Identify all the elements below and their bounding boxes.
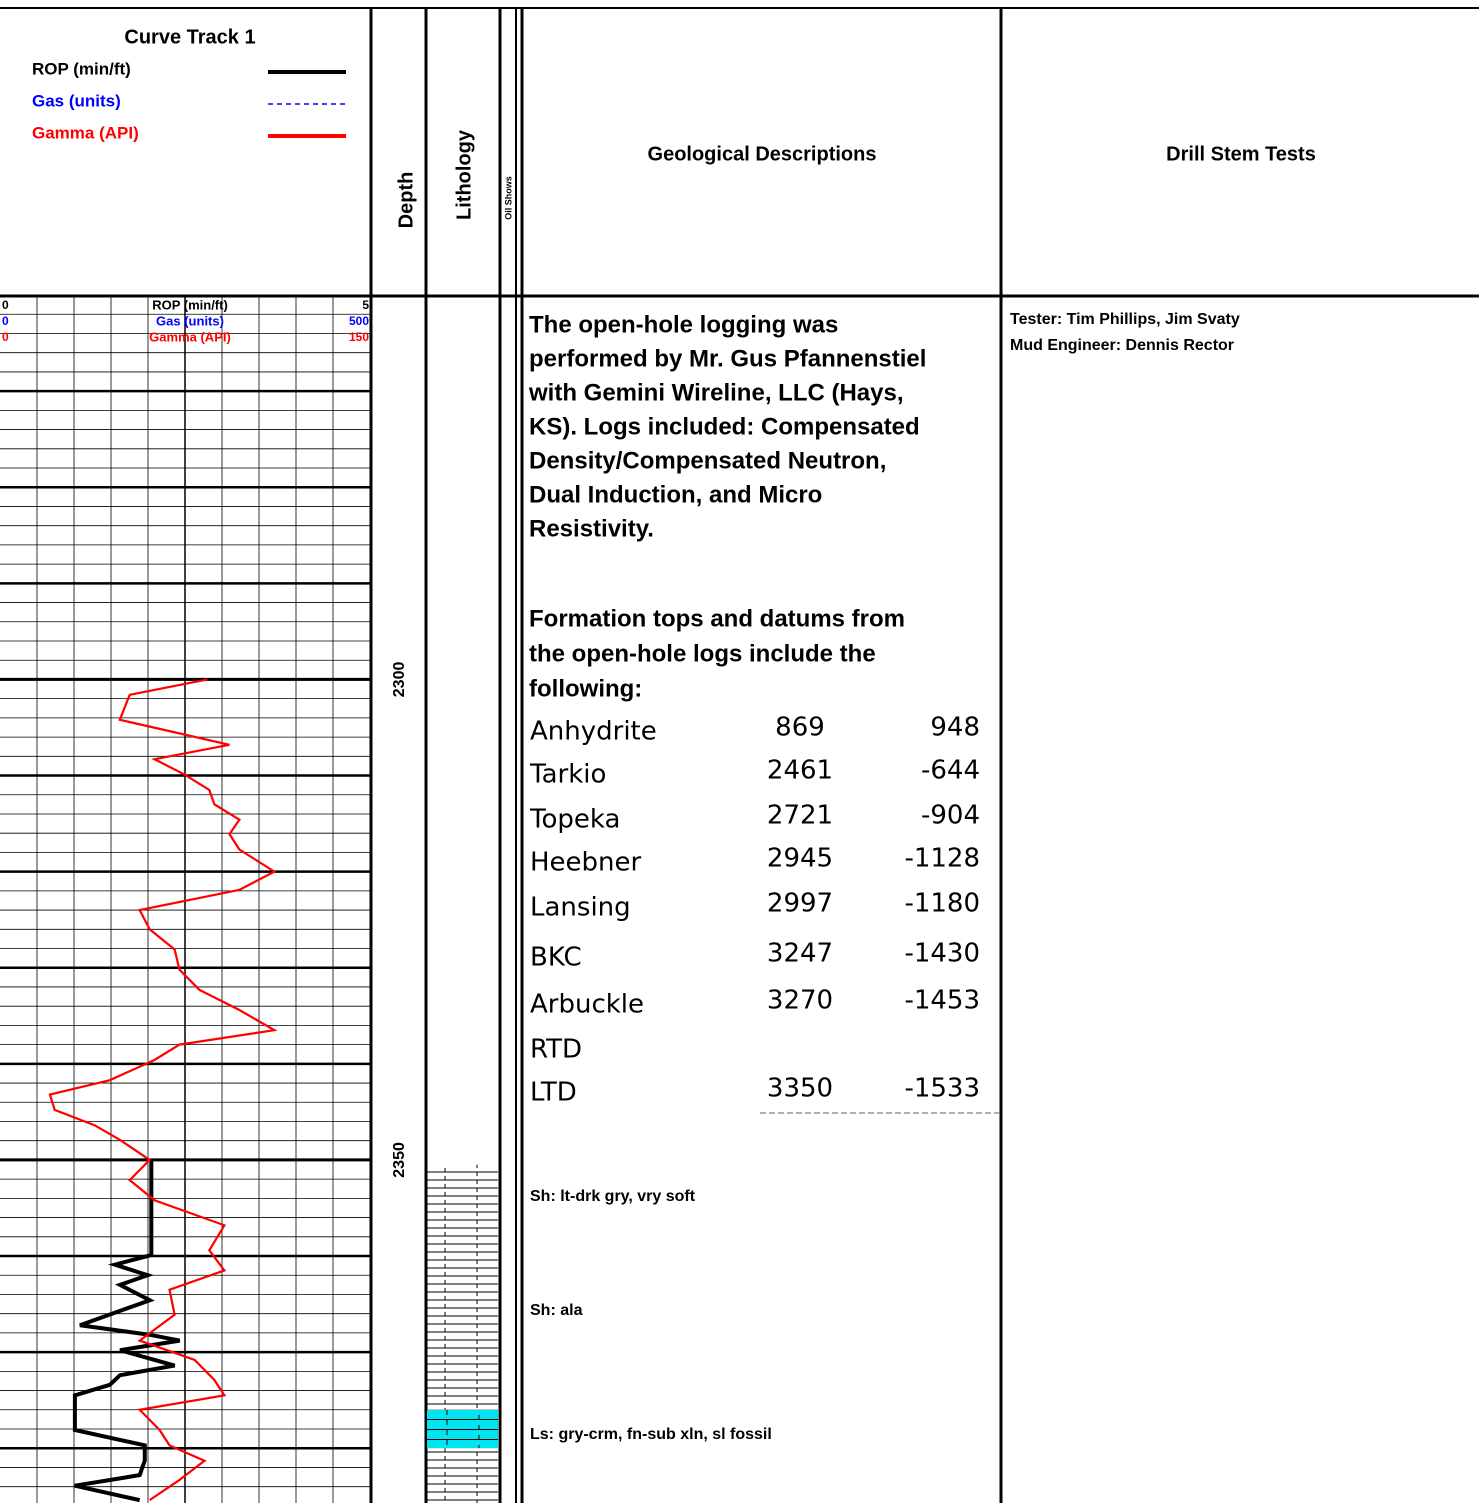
formation-depth: 3270: [767, 986, 833, 1016]
formation-datum: 948: [930, 713, 980, 743]
scale-name: ROP (min/ft): [152, 297, 228, 312]
formation-depth: 2721: [767, 801, 833, 831]
lithology-interval: [427, 1164, 498, 1410]
lithology-title: Lithology: [453, 129, 475, 220]
note-line: Density/Compensated Neutron,: [529, 447, 886, 474]
formation-datum: -1180: [904, 889, 980, 919]
lithology-interval: [427, 1409, 498, 1449]
formation-name: Arbuckle: [530, 990, 644, 1020]
formation-datum: -1453: [904, 986, 980, 1016]
scale-min: 0: [2, 330, 9, 344]
frame: [0, 7, 1479, 1503]
note-line: with Gemini Wireline, LLC (Hays,: [528, 379, 904, 406]
legend-label: Gamma (API): [32, 123, 139, 142]
formation-name: LTD: [530, 1078, 577, 1108]
formation-name: Lansing: [530, 893, 631, 923]
scale-max: 150: [349, 330, 369, 344]
note-line: following:: [529, 675, 642, 702]
scale-name: Gas (units): [156, 313, 224, 328]
formation-datum: -1430: [904, 939, 980, 969]
formation-name: Tarkio: [529, 760, 606, 790]
formation-depth: 2945: [767, 844, 833, 874]
scale-min: 0: [2, 298, 9, 312]
track-title: Curve Track 1: [124, 26, 255, 48]
formation-datum: -644: [921, 756, 980, 786]
lithology-description: Sh: lt-drk gry, vry soft: [530, 1188, 696, 1205]
formation-name: BKC: [530, 943, 582, 973]
note-line: KS). Logs included: Compensated: [529, 413, 920, 440]
note-line: Dual Induction, and Micro: [529, 481, 822, 508]
curve: [72, 1159, 181, 1503]
note-line: the open-hole logs include the: [529, 640, 876, 667]
depth-title: Depth: [395, 172, 417, 229]
formation-name: Anhydrite: [530, 717, 657, 747]
oil-shows-title: Oil Shows: [503, 176, 513, 220]
dst-title: Drill Stem Tests: [1166, 143, 1316, 165]
dst-line: Mud Engineer: Dennis Rector: [1010, 337, 1234, 354]
formation-depth: 2997: [767, 889, 833, 919]
formation-name: Topeka: [529, 805, 620, 835]
formation-depth: 869: [775, 713, 825, 743]
legend-label: ROP (min/ft): [32, 59, 131, 78]
legend-label: Gas (units): [32, 91, 121, 110]
scale-max: 5: [362, 298, 369, 312]
formation-datum: -1533: [904, 1074, 980, 1104]
lithology-interval: [427, 1448, 498, 1503]
formation-name: RTD: [530, 1035, 582, 1065]
lithology-description: Ls: gry-crm, fn-sub xln, sl fossil: [530, 1426, 772, 1443]
scale-name: Gamma (API): [149, 329, 231, 344]
formation-depth: 3247: [767, 939, 833, 969]
lithology-description: Sh: ala: [530, 1302, 583, 1319]
geo-title: Geological Descriptions: [648, 143, 877, 165]
note-line: The open-hole logging was: [529, 311, 838, 338]
curve: [48, 678, 278, 1502]
scale-min: 0: [2, 314, 9, 328]
formation-depth: 3350: [767, 1074, 833, 1104]
formation-name: Heebner: [530, 848, 642, 878]
depth-label: 2350: [391, 1142, 408, 1178]
formation-datum: -904: [921, 801, 980, 831]
note-line: Formation tops and datums from: [529, 605, 905, 632]
formation-depth: 2461: [767, 756, 833, 786]
scale-max: 500: [349, 314, 369, 328]
note-line: Resistivity.: [529, 515, 654, 542]
note-line: performed by Mr. Gus Pfannenstiel: [529, 345, 926, 372]
dst-line: Tester: Tim Phillips, Jim Svaty: [1010, 311, 1240, 328]
formation-datum: -1128: [904, 844, 980, 874]
depth-label: 2300: [391, 662, 408, 698]
